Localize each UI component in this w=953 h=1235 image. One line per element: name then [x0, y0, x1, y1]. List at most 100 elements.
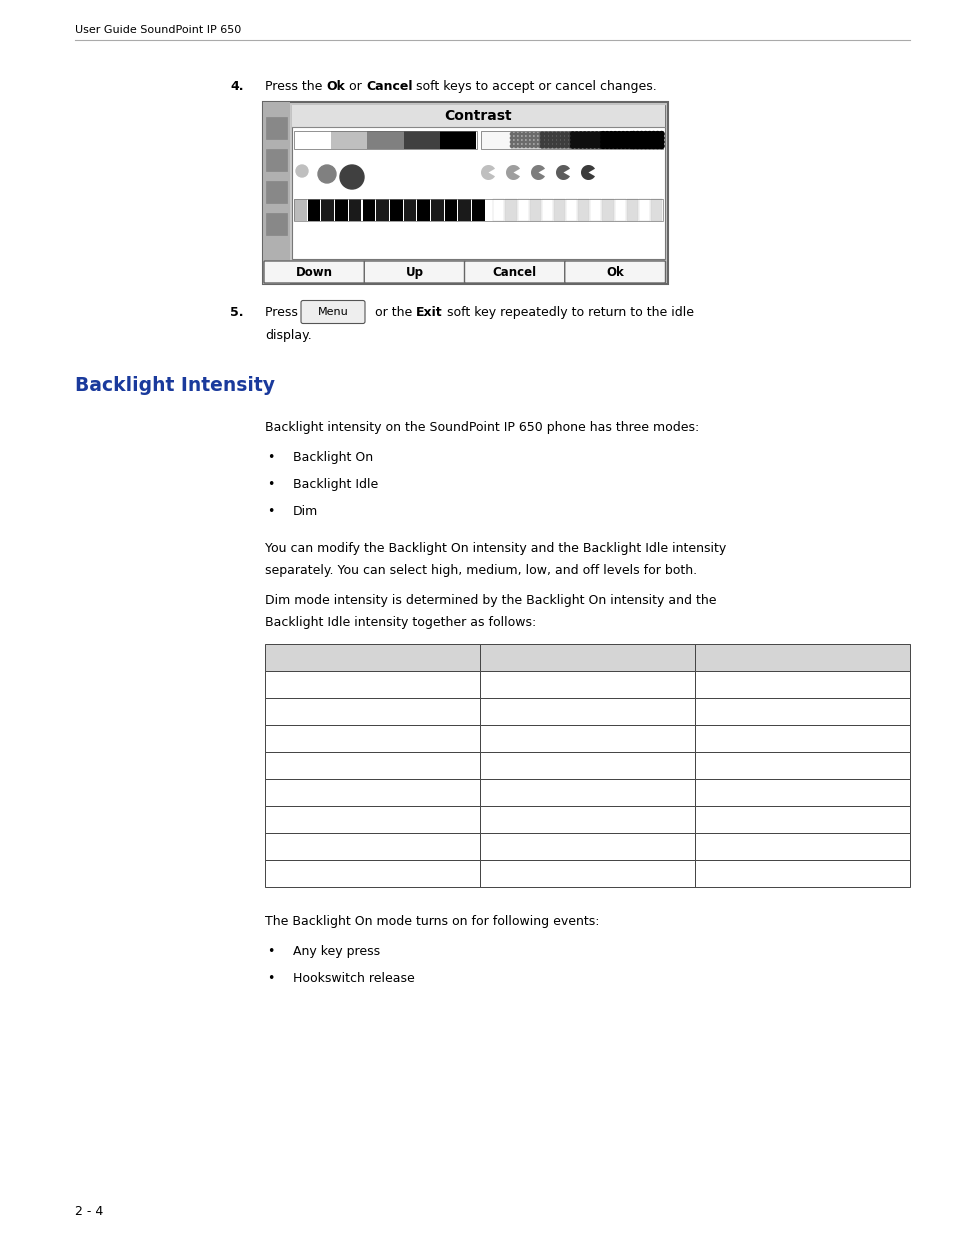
Circle shape — [624, 136, 629, 141]
Text: 5.: 5. — [230, 306, 243, 319]
Circle shape — [568, 132, 572, 136]
Circle shape — [552, 141, 556, 143]
Bar — [265, 806, 479, 832]
Bar — [330, 131, 367, 149]
Circle shape — [628, 136, 633, 141]
Circle shape — [586, 132, 590, 136]
Text: Backlight Idle: Backlight Idle — [293, 478, 377, 492]
Circle shape — [568, 136, 572, 140]
Text: 2 - 4: 2 - 4 — [75, 1205, 103, 1218]
Circle shape — [548, 141, 552, 143]
Circle shape — [534, 144, 537, 147]
Text: Backlight Intensity: Backlight Intensity — [75, 375, 274, 395]
Circle shape — [544, 136, 548, 140]
Circle shape — [537, 141, 541, 143]
Bar — [367, 131, 403, 149]
Bar — [362, 199, 375, 221]
Circle shape — [620, 140, 625, 144]
Circle shape — [530, 141, 533, 143]
Text: soft keys to accept or cancel changes.: soft keys to accept or cancel changes. — [412, 80, 657, 93]
Text: User Guide SoundPoint IP 650: User Guide SoundPoint IP 650 — [75, 25, 241, 35]
Circle shape — [586, 144, 590, 148]
Text: separately. You can select high, medium, low, and off levels for both.: separately. You can select high, medium,… — [265, 564, 697, 577]
Circle shape — [650, 131, 656, 137]
Circle shape — [659, 143, 663, 148]
Bar — [294, 131, 330, 149]
Circle shape — [620, 136, 625, 141]
Circle shape — [560, 136, 563, 140]
Bar — [479, 725, 695, 752]
Text: Hookswitch release: Hookswitch release — [293, 972, 415, 986]
Text: •: • — [267, 478, 274, 492]
Circle shape — [552, 144, 556, 148]
FancyBboxPatch shape — [564, 261, 665, 283]
Bar — [517, 199, 528, 221]
Circle shape — [548, 136, 552, 140]
Bar — [472, 199, 484, 221]
Circle shape — [510, 144, 513, 147]
Circle shape — [537, 132, 541, 136]
Circle shape — [655, 140, 659, 144]
Circle shape — [594, 136, 598, 140]
Text: display.: display. — [265, 329, 312, 342]
Text: Exit: Exit — [416, 306, 442, 319]
Bar — [439, 131, 476, 149]
Circle shape — [540, 132, 543, 136]
Circle shape — [574, 140, 578, 144]
Bar — [479, 698, 695, 725]
Bar — [541, 199, 553, 221]
Circle shape — [642, 131, 647, 137]
Circle shape — [646, 143, 652, 148]
Circle shape — [612, 132, 617, 136]
Circle shape — [635, 140, 639, 144]
Circle shape — [639, 140, 643, 144]
Bar — [695, 671, 909, 698]
Circle shape — [598, 132, 602, 136]
Bar — [308, 199, 320, 221]
Circle shape — [564, 132, 568, 136]
Circle shape — [578, 136, 582, 140]
Bar — [266, 117, 287, 140]
Text: Dim mode intensity is determined by the Backlight On intensity and the: Dim mode intensity is determined by the … — [265, 594, 716, 606]
Circle shape — [522, 137, 525, 140]
Bar — [695, 725, 909, 752]
Bar — [265, 860, 479, 887]
Circle shape — [514, 144, 517, 147]
Bar — [263, 103, 290, 284]
Text: •: • — [267, 945, 274, 958]
Bar — [265, 779, 479, 806]
Circle shape — [534, 137, 537, 140]
Circle shape — [568, 144, 572, 148]
Bar — [578, 199, 589, 221]
Bar — [265, 671, 479, 698]
Text: •: • — [267, 451, 274, 464]
Circle shape — [317, 165, 335, 183]
Circle shape — [552, 132, 556, 136]
FancyBboxPatch shape — [264, 261, 364, 283]
Text: You can modify the Backlight On intensity and the Backlight Idle intensity: You can modify the Backlight On intensit… — [265, 542, 725, 555]
Text: Contrast: Contrast — [444, 109, 512, 124]
Circle shape — [624, 140, 629, 144]
Circle shape — [604, 136, 609, 141]
Circle shape — [556, 144, 559, 148]
Circle shape — [608, 143, 613, 148]
Text: Backlight Idle intensity together as follows:: Backlight Idle intensity together as fol… — [265, 616, 536, 629]
Bar — [505, 199, 516, 221]
Circle shape — [600, 140, 605, 144]
Circle shape — [574, 136, 578, 140]
Bar — [263, 103, 667, 284]
Bar — [375, 199, 389, 221]
Text: •: • — [267, 972, 274, 986]
Circle shape — [517, 132, 521, 136]
Bar — [479, 752, 695, 779]
Bar — [695, 779, 909, 806]
Bar — [265, 832, 479, 860]
Circle shape — [582, 140, 586, 144]
Circle shape — [594, 144, 598, 148]
Circle shape — [617, 143, 621, 148]
Circle shape — [650, 140, 656, 144]
Bar — [626, 199, 638, 221]
Circle shape — [540, 136, 543, 140]
Bar — [650, 199, 661, 221]
Circle shape — [608, 136, 613, 141]
